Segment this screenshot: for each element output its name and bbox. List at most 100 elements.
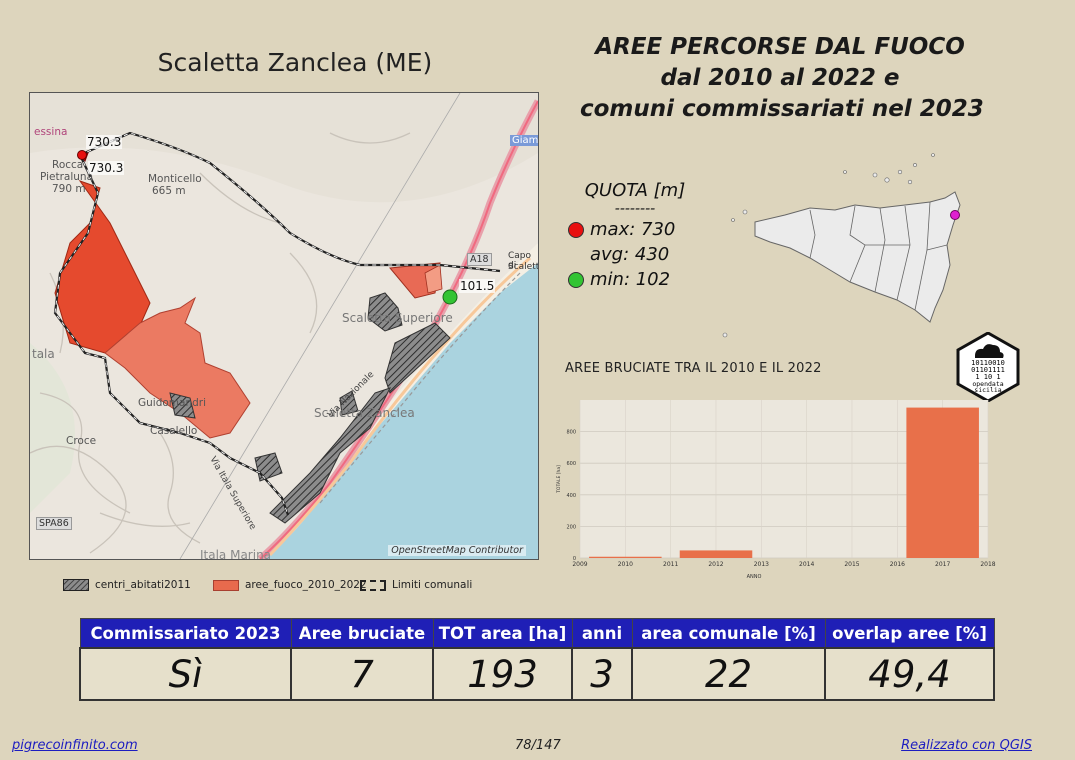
map-label-itala-marina: Itala Marina [200,548,272,560]
value-tot-area: 193 [432,647,573,701]
header-area-comunale: area comunale [%] [631,618,826,649]
headline-line-3: comuni commissariati nel 2023 [580,96,984,122]
x-tick-label: 2013 [754,561,769,568]
quota-min-row: min: 102 [560,267,730,292]
footer-website-link[interactable]: pigrecoinfinito.com [12,738,138,753]
footer-qgis-link[interactable]: Realizzato con QGIS [901,738,1032,753]
x-tick-label: 2012 [708,561,723,568]
x-tick-label: 2011 [663,561,678,568]
value-commissariato: Sì [79,647,292,701]
y-tick-label: 800 [566,430,576,436]
value-overlap: 49,4 [824,647,995,701]
header-anni: anni [571,618,633,649]
map-label-capo-2: Scaletta [508,262,539,272]
y-axis-label: TOTALE [ha] [556,465,562,494]
x-tick-label: 2010 [618,561,633,568]
sicily-locator-map [722,153,961,338]
quota-avg-row: avg: 430 [560,242,730,267]
logo-line-5: sicilia [974,386,1001,394]
map-label-monticello: Monticello [148,173,202,185]
built-up-area-4 [169,392,196,419]
map-label-giampilieri: Giamp [510,135,538,146]
map-label-pietraluna: Pietraluna [40,171,94,183]
bar-2010 [589,556,662,558]
map-canvas [30,93,538,559]
chart-title: AREE BRUCIATE TRA IL 2010 E IL 2022 [565,361,822,376]
map-label-spa86: SPA86 [36,517,72,530]
power-line [179,93,461,559]
quota-max-row: max: 730 [560,217,730,242]
quota-max: max: 730 [590,219,676,240]
legend-aree-label: aree_fuoco_2010_2022 [245,579,367,591]
minor-islands [722,153,935,338]
logo-line-4: opendata [972,380,1003,388]
x-tick-label: 2017 [935,561,950,568]
stats-header-row: Commissariato 2023 Aree bruciate TOT are… [79,618,995,649]
opendata-sicilia-logo: 10110010 01101111 1 10 1 opendata sicili… [956,332,1020,402]
logo-line-1: 10110010 [971,359,1005,367]
x-tick-label: 2014 [799,561,814,568]
legend-fire-swatch-icon [213,579,239,591]
quota-avg: avg: 430 [590,244,670,265]
logo-line-2: 01101111 [971,366,1005,374]
header-aree-bruciate: Aree bruciate [290,618,434,649]
sea [260,243,538,559]
logo-line-3: 1 10 1 [975,373,1000,381]
map-label-casalello: Casalello [150,425,198,437]
header-overlap: overlap aree [%] [824,618,995,649]
bar-2012 [679,550,753,558]
elevation-label-top-2: 730.3 [88,161,125,175]
map-label-guidomandri: Guidomandri [138,397,207,409]
map-label-itala: tala [32,347,55,361]
elevation-label-low: 101.5 [459,279,496,293]
min-elevation-point [442,289,458,305]
map-label-scaletta-zanclea: Scaletta Zanclea [314,406,415,420]
stats-value-row: Sì 7 193 3 22 49,4 [79,647,995,701]
quota-separator: -------- [614,201,656,217]
max-elevation-point [77,150,87,160]
headline: AREE PERCORSE DAL FUOCO dal 2010 al 2022… [580,32,984,125]
map-label-rocca: Rocca [52,159,84,171]
x-tick-label: 2009 [572,561,587,568]
legend-limiti-comunali: Limiti comunali [360,579,472,591]
legend-centri-abitati: centri_abitati2011 [63,579,191,591]
header-commissariato: Commissariato 2023 [79,618,292,649]
header-tot-area: TOT area [ha] [432,618,573,649]
map-label-monticello-alt: 665 m [152,185,186,197]
value-aree-bruciate: 7 [290,647,434,701]
y-tick-label: 400 [566,493,576,499]
quota-min: min: 102 [590,269,671,290]
green-dot-icon [568,271,584,288]
map-label-a18: A18 [467,253,492,266]
built-up-area-6 [339,390,359,416]
elevation-box: QUOTA [m] -------- max: 730 avg: 430 min… [560,180,730,292]
legend-aree-fuoco: aree_fuoco_2010_2022 [213,579,367,591]
map-label-croce: Croce [66,435,97,447]
quota-title: QUOTA [m] [584,180,686,201]
value-area-comunale: 22 [631,647,826,701]
map-label-scaletta-superiore: Scaletta Superiore [342,311,453,325]
page-title: Scaletta Zanclea (ME) [157,48,433,77]
x-tick-label: 2015 [844,561,859,568]
elevation-label-top-1: 730.3 [86,135,123,149]
built-up-area-2 [384,322,451,394]
y-tick-label: 200 [566,524,576,530]
sicily-island [754,191,961,323]
value-anni: 3 [571,647,633,701]
x-tick-label: 2018 [980,561,995,568]
legend-centri-label: centri_abitati2011 [95,579,191,591]
scaletta-location-dot [950,210,960,220]
y-tick-label: 600 [566,461,576,467]
legend-limiti-label: Limiti comunali [392,579,473,591]
map-label-messina: essina [34,126,68,138]
page-number: 78/147 [515,738,561,753]
built-up-area-1 [367,292,403,332]
burned-area-bar-chart: 0 200 400 600 800 2009 2010 2011 2012 2013 2014 201… [556,400,996,580]
bar-2017 [906,407,979,558]
map-attribution: OpenStreetMap Contributor [388,545,526,556]
map-panel[interactable]: essina 730.3 730.3 Rocca Pietraluna 790 … [29,92,539,560]
burned-area-2 [104,296,251,439]
headline-line-2: dal 2010 al 2022 e [660,65,900,91]
built-up-area-3 [269,387,391,524]
legend-boundary-swatch-icon [360,579,386,591]
